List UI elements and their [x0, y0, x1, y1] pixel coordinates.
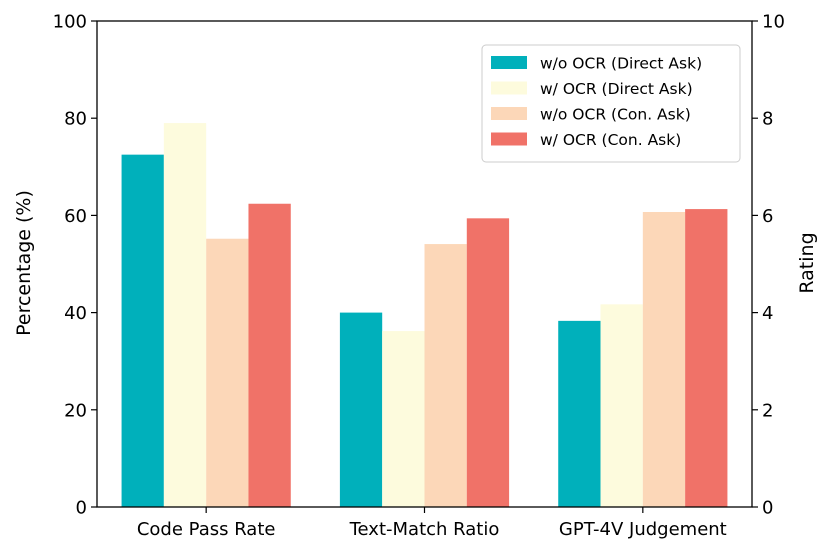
- bar-w-o-ocr-con-ask-code-pass-rate: [206, 238, 249, 508]
- bar-w-ocr-direct-ask-text-match-ratio: [382, 331, 425, 507]
- legend-swatch-w-o-ocr-direct-ask: [491, 56, 527, 69]
- legend-swatch-w-ocr-con-ask: [491, 132, 527, 146]
- right-tick-label: 10: [762, 12, 785, 33]
- legend-label-w-o-ocr-con-ask: w/o OCR (Con. Ask): [540, 106, 691, 124]
- bar-w-ocr-con-ask-gpt-4v-judgement: [685, 209, 728, 507]
- left-tick-label: 100: [53, 12, 87, 33]
- legend-swatch-w-ocr-direct-ask: [491, 81, 527, 95]
- right-tick-label: 2: [762, 400, 773, 421]
- left-tick-label: 40: [64, 303, 87, 324]
- legend-label-w-ocr-direct-ask: w/ OCR (Direct Ask): [540, 80, 693, 98]
- right-tick-label: 0: [762, 498, 773, 519]
- right-axis-ticks: 0 2 4 6 8 10: [752, 12, 785, 519]
- x-tick-label-code-pass-rate: Code Pass Rate: [137, 519, 276, 540]
- bar-w-o-ocr-direct-ask-gpt-4v-judgement: [558, 320, 601, 507]
- right-axis-label: Rating: [796, 232, 818, 293]
- left-tick-label: 20: [64, 400, 87, 421]
- category-axis-ticks: Code Pass Rate Text-Match Ratio GPT-4V Jud…: [137, 507, 727, 540]
- left-axis-ticks: 0 20 40 60 80 100: [53, 12, 97, 519]
- bar-w-ocr-direct-ask-code-pass-rate: [163, 123, 207, 507]
- legend-label-w-ocr-con-ask: w/ OCR (Con. Ask): [540, 131, 681, 149]
- bar-w-ocr-con-ask-text-match-ratio: [466, 218, 510, 507]
- bar-w-o-ocr-con-ask-text-match-ratio: [424, 244, 467, 507]
- right-tick-label: 8: [762, 109, 773, 130]
- left-tick-label: 80: [64, 109, 87, 130]
- bar-w-o-ocr-direct-ask-code-pass-rate: [121, 154, 164, 507]
- bar-w-o-ocr-direct-ask-text-match-ratio: [339, 312, 383, 507]
- left-axis-label: Percentage (%): [13, 190, 35, 336]
- left-tick-label: 60: [64, 206, 87, 227]
- bars-layer: [121, 123, 728, 508]
- legend-box: [481, 44, 741, 163]
- legend-label-w-o-ocr-direct-ask: w/o OCR (Direct Ask): [540, 55, 702, 73]
- legend: w/o OCR (Direct Ask) w/ OCR (Direct Ask) w…: [481, 44, 741, 163]
- right-tick-label: 6: [762, 206, 773, 227]
- x-tick-label-gpt-4v-judgement: GPT-4V Judgement: [559, 519, 727, 540]
- legend-swatch-w-o-ocr-con-ask: [491, 107, 527, 120]
- right-tick-label: 4: [762, 303, 773, 324]
- bar-w-ocr-direct-ask-gpt-4v-judgement: [600, 304, 643, 507]
- x-tick-label-text-match-ratio: Text-Match Ratio: [349, 519, 500, 540]
- left-tick-label: 0: [76, 498, 87, 519]
- bar-w-ocr-con-ask-code-pass-rate: [248, 203, 291, 508]
- bar-w-o-ocr-con-ask-gpt-4v-judgement: [642, 212, 686, 507]
